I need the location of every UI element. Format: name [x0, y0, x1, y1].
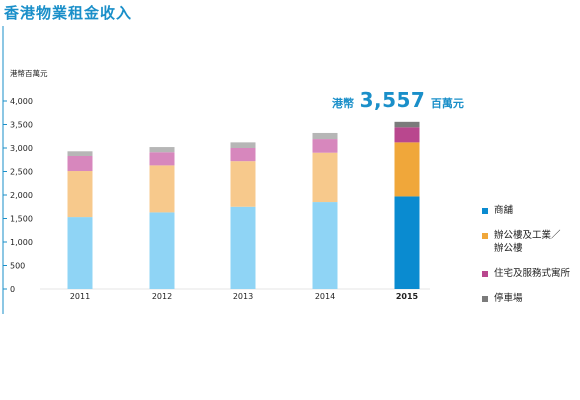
legend-label: 停車場 — [494, 293, 523, 304]
chart-title: 香港物業租金收入 — [4, 4, 133, 22]
bar-segment — [394, 127, 420, 143]
x-tick-label: 2012 — [152, 292, 172, 301]
bar-segment — [149, 165, 175, 213]
x-tick-label: 2015 — [396, 292, 419, 301]
bar-segment — [149, 152, 175, 166]
y-tick-label: 3,500 — [10, 121, 33, 130]
bar-segment — [312, 202, 338, 289]
bar-segment — [312, 139, 338, 153]
legend-swatch — [482, 233, 488, 239]
callout-suffix: 百萬元 — [430, 97, 464, 110]
bar-segment — [67, 155, 93, 172]
bar-segment — [394, 121, 420, 128]
legend-swatch — [482, 296, 488, 302]
bar-segment — [67, 151, 93, 156]
bar-segment — [67, 217, 93, 289]
y-tick-label: 4,000 — [10, 97, 33, 106]
bar-segment — [149, 147, 175, 153]
bar-segment — [312, 132, 338, 140]
callout-value: 3,557 — [359, 88, 426, 112]
x-tick-label: 2014 — [315, 292, 335, 301]
bar-segment — [394, 142, 420, 197]
y-tick-label: 3,000 — [10, 144, 33, 153]
legend-swatch — [482, 208, 488, 214]
legend-item: 停車場 — [482, 292, 578, 305]
legend-item: 辦公樓及工業／ 辦公樓 — [482, 229, 578, 255]
y-axis-unit-label: 港幣百萬元 — [10, 69, 48, 78]
callout-prefix: 港幣 — [332, 97, 354, 110]
bar-segment — [394, 196, 420, 289]
x-tick-label: 2013 — [233, 292, 253, 301]
y-tick-label: 1,500 — [10, 215, 33, 224]
legend-label: 商舖 — [494, 205, 514, 216]
bar-segment — [312, 152, 338, 203]
legend-swatch — [482, 271, 488, 277]
bar-segment — [67, 171, 93, 218]
y-tick-label: 0 — [10, 285, 15, 294]
total-callout: 港幣 3,557 百萬元 — [332, 88, 464, 112]
bar-segment — [149, 212, 175, 289]
x-tick-label: 2011 — [70, 292, 90, 301]
legend-label: 辦公樓及工業／ 辦公樓 — [494, 230, 561, 254]
bar-segment — [230, 142, 256, 148]
y-tick-label: 2,000 — [10, 191, 33, 200]
bar-segment — [230, 161, 256, 207]
legend: 商舖 辦公樓及工業／ 辦公樓 住宅及服務式寓所 停車場 — [482, 204, 578, 317]
bar-segment — [230, 206, 256, 289]
y-tick-label: 1,000 — [10, 238, 33, 247]
y-tick-label: 500 — [10, 262, 25, 271]
legend-label: 住宅及服務式寓所 — [494, 268, 571, 279]
legend-item: 商舖 — [482, 204, 578, 217]
legend-item: 住宅及服務式寓所 — [482, 267, 578, 280]
bar-segment — [230, 148, 256, 162]
y-tick-label: 2,500 — [10, 168, 33, 177]
